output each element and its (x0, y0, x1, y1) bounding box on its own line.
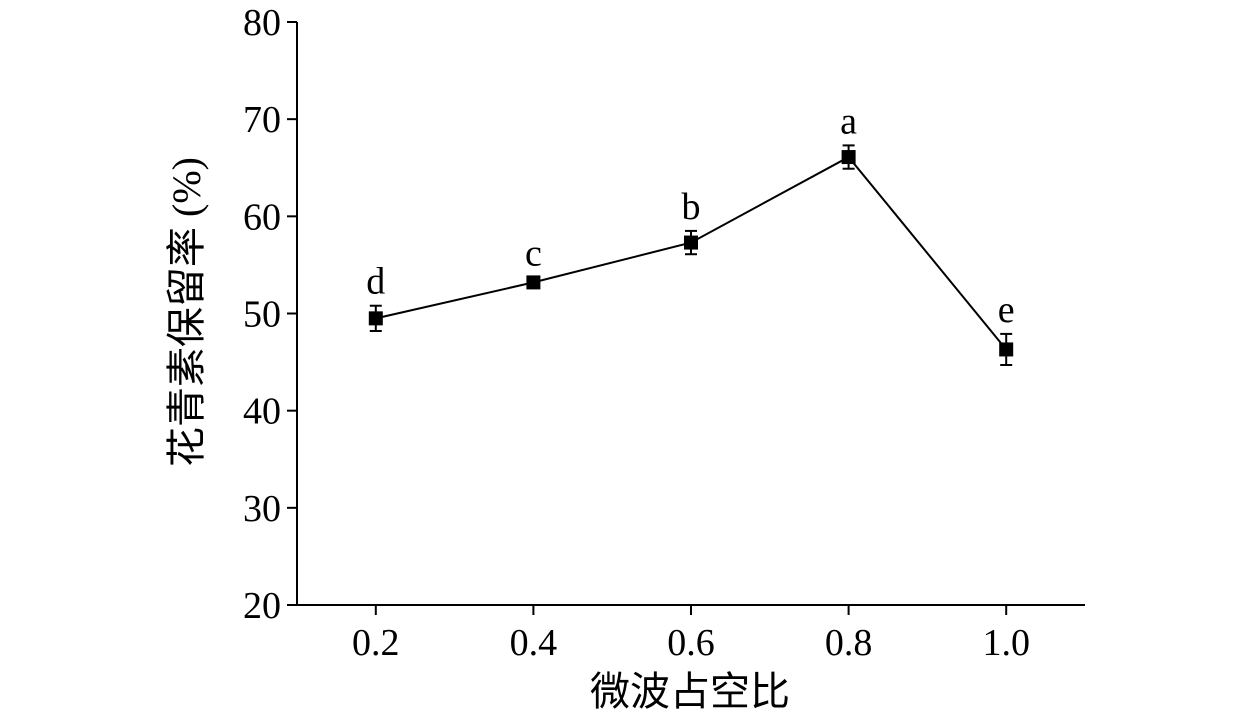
data-point (999, 342, 1014, 357)
y-tick-label: 70 (243, 99, 281, 141)
y-tick-label: 80 (243, 2, 281, 44)
y-tick-label: 20 (243, 585, 281, 627)
data-point (841, 150, 856, 165)
data-point (368, 311, 383, 326)
x-tick-label: 0.6 (667, 622, 715, 664)
y-tick-label: 30 (243, 488, 281, 530)
data-point (526, 275, 541, 290)
x-axis-label: 微波占空比 (590, 669, 790, 714)
data-series: d c b a e (366, 100, 1015, 366)
x-tick-label: 0.2 (352, 622, 400, 664)
significance-label: e (998, 289, 1015, 331)
significance-label: c (525, 233, 542, 275)
x-tick-label: 1.0 (982, 622, 1030, 664)
x-axis-ticks: 0.2 0.4 0.6 0.8 1.0 (352, 605, 1030, 664)
y-tick-label: 50 (243, 294, 281, 336)
significance-label: d (366, 261, 385, 303)
y-axis-label: 花青素保留率 (%) (164, 157, 209, 467)
significance-label: a (840, 100, 857, 142)
x-tick-label: 0.8 (825, 622, 873, 664)
axes (296, 22, 1085, 606)
y-axis-ticks: 20 30 40 50 60 70 80 (243, 2, 297, 627)
y-tick-label: 60 (243, 196, 281, 238)
x-tick-label: 0.4 (510, 622, 558, 664)
significance-label: b (682, 186, 701, 228)
y-tick-label: 40 (243, 391, 281, 433)
data-point (684, 235, 698, 250)
